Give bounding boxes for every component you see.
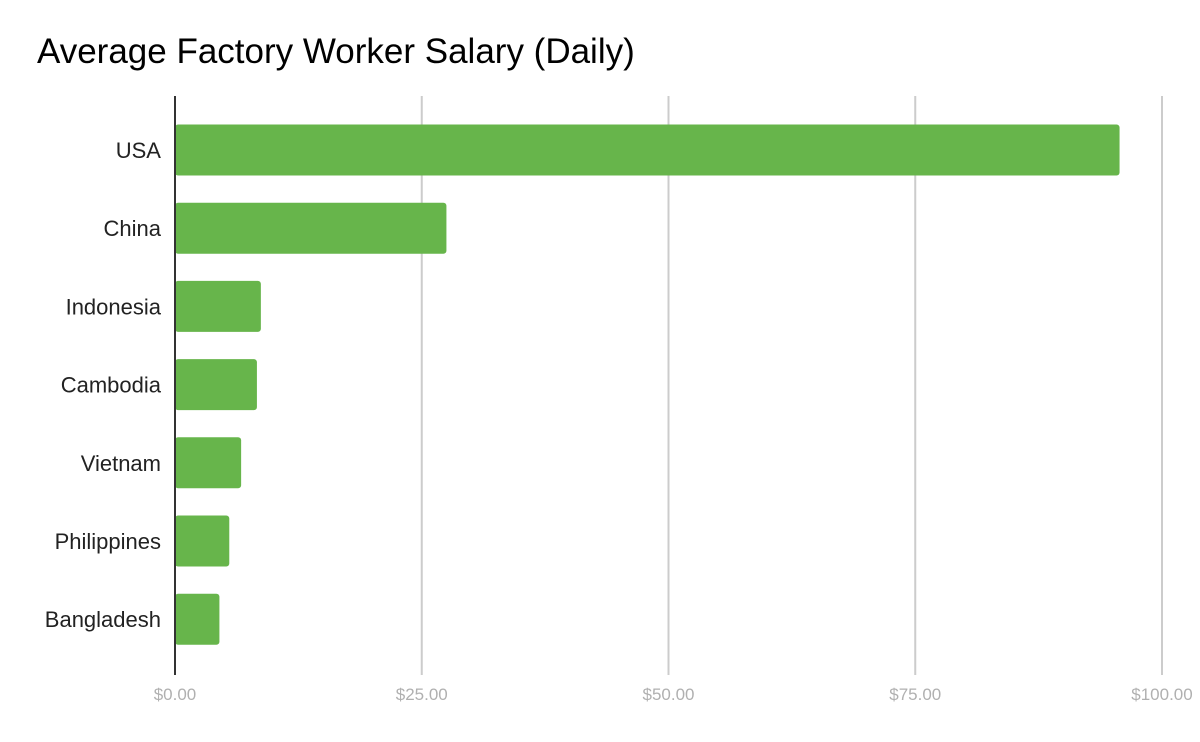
category-label-philippines: Philippines (55, 529, 161, 554)
bar-usa (175, 124, 1120, 176)
labels: $0.00 $25.00 $50.00 $75.00 $100.00 USA China In… (45, 138, 1193, 704)
category-label-bangladesh: Bangladesh (45, 607, 161, 632)
category-label-china: China (104, 216, 162, 241)
gridlines (420, 96, 1163, 675)
category-label-indonesia: Indonesia (66, 294, 162, 319)
x-tick-label-0: $0.00 (154, 685, 197, 704)
bar-china (175, 202, 447, 254)
bar-vietnam (175, 437, 242, 489)
category-label-usa: USA (116, 138, 162, 163)
x-tick-label-2: $50.00 (643, 685, 695, 704)
chart-title: Average Factory Worker Salary (Daily) (37, 32, 635, 71)
bar-cambodia (175, 359, 257, 411)
category-label-vietnam: Vietnam (81, 451, 161, 476)
bar-indonesia (175, 280, 261, 332)
category-label-cambodia: Cambodia (61, 373, 162, 398)
x-tick-label-3: $75.00 (889, 685, 941, 704)
bars (175, 124, 1120, 645)
x-tick-label-1: $25.00 (396, 685, 448, 704)
x-tick-label-4: $100.00 (1131, 685, 1192, 704)
bar-philippines (175, 515, 230, 567)
bar-bangladesh (175, 593, 220, 645)
